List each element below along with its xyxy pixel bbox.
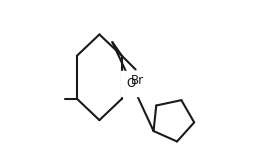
Text: O: O — [126, 77, 136, 90]
Text: Br: Br — [131, 74, 144, 87]
